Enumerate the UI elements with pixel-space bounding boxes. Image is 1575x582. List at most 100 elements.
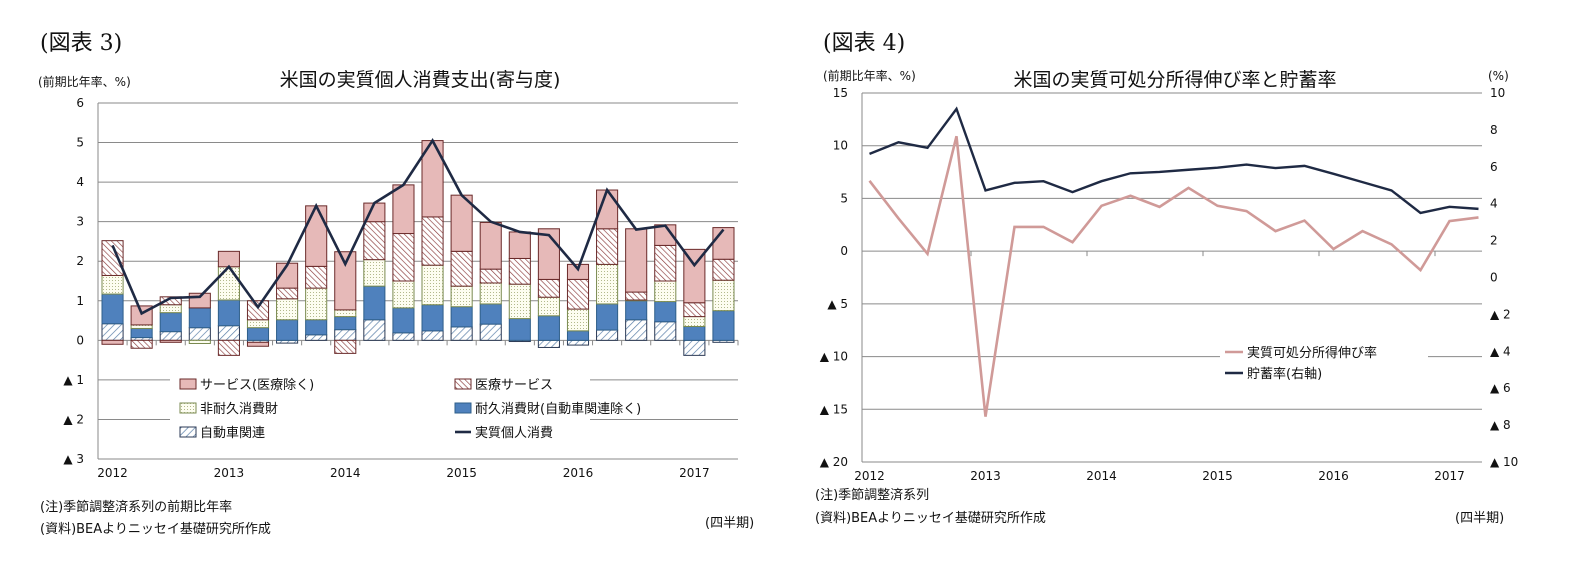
bar-segment	[363, 259, 386, 287]
legend-label: 貯蓄率(右軸)	[1247, 366, 1322, 382]
bar-segment	[130, 339, 153, 349]
bar-segment	[596, 263, 619, 305]
legend-label: 医療サービス	[475, 378, 553, 393]
bar-segment	[334, 329, 357, 341]
y-tick-label: ▲ 5	[827, 297, 848, 311]
bar-segment	[537, 339, 560, 348]
bar-segment	[683, 339, 706, 356]
bar-segment	[450, 326, 473, 341]
y-tick-label: ▲ 3	[63, 452, 84, 466]
bar-segment	[566, 263, 590, 280]
bar-segment	[305, 287, 328, 321]
bar-segment	[188, 339, 211, 344]
bar-segment	[421, 304, 444, 332]
y-tick-label: 10	[833, 139, 848, 153]
legend-swatch	[179, 402, 197, 414]
bar-segment	[305, 265, 328, 289]
y-tick-label: 0	[840, 244, 848, 258]
y-tick-label: 0	[76, 333, 84, 347]
bar-segment	[450, 285, 473, 308]
bar-segment	[276, 298, 299, 321]
bar-segment	[712, 279, 735, 312]
bar-segment	[712, 310, 735, 341]
bar-segment	[246, 327, 270, 341]
chart1-source: (資料)BEAよりニッセイ基礎研究所作成	[40, 522, 271, 537]
bar-segment	[683, 302, 706, 318]
legend-swatch	[179, 426, 197, 438]
chart2-source: (資料)BEAよりニッセイ基礎研究所作成	[815, 511, 1046, 526]
y2-tick-label: 8	[1490, 123, 1498, 137]
legend-bg	[1220, 346, 1428, 366]
bar-segment	[596, 228, 619, 265]
bar-segment	[188, 327, 211, 341]
y-tick-label: 2	[76, 254, 84, 268]
bar-segment	[334, 309, 357, 318]
chart1-note: (注)季節調整済系列の前期比年率	[40, 499, 232, 515]
bar-segment	[305, 205, 328, 267]
bar-segment	[625, 319, 648, 341]
bar-segment	[537, 315, 560, 341]
bar-segment	[625, 300, 648, 321]
bar-segment	[130, 324, 153, 329]
y2-tick-label: ▲ 6	[1490, 381, 1511, 395]
bar-segment	[392, 233, 415, 282]
bar-segment	[363, 319, 386, 341]
bar-segment	[537, 296, 560, 317]
x-year-label: 2015	[1202, 469, 1233, 483]
bar-segment	[101, 293, 124, 325]
bar-segment	[508, 257, 531, 285]
bar-segment	[654, 280, 677, 303]
bar-segment	[566, 278, 590, 310]
figure-label-3: (図表 3)	[40, 31, 122, 56]
bar-segment	[130, 327, 153, 339]
bar-segment	[334, 339, 357, 354]
bar-segment	[508, 283, 531, 320]
y-tick-label: 6	[76, 96, 84, 110]
bar-segment	[479, 268, 502, 284]
y-tick-label: ▲ 2	[63, 412, 84, 426]
bar-segment	[363, 285, 386, 321]
y2-tick-label: ▲ 2	[1490, 307, 1511, 321]
bar-segment	[479, 282, 502, 305]
y-tick-label: ▲ 10	[820, 350, 848, 364]
bar-segment	[101, 339, 124, 345]
bar-segment	[712, 258, 735, 281]
bar-segment	[392, 184, 415, 235]
bar-segment	[159, 312, 182, 333]
bar-segment	[508, 231, 531, 259]
bar-segment	[625, 228, 648, 293]
chart2-plot: 15 10 5 0 ▲ 5 ▲ 10 ▲ 15 ▲ 20 10 8 6 4 2 0 ▲ 2 ▲ 4 ▲ 6 ▲ 8…	[820, 86, 1519, 483]
bar-segment	[421, 216, 444, 266]
legend-box	[170, 375, 590, 447]
chart1-xlabel: (四半期)	[705, 516, 754, 531]
bar-segment	[450, 250, 473, 287]
chart1-ylabel: (前期比年率、%)	[38, 74, 131, 89]
bar-segment	[654, 301, 677, 323]
y2-tick-label: 6	[1490, 160, 1498, 174]
legend-swatch	[179, 378, 197, 390]
figure-label-4: (図表 4)	[823, 31, 905, 56]
legend-label: 耐久消費財(自動車関連除く)	[475, 402, 641, 417]
line-real-consumption	[111, 138, 725, 316]
legend-label: 実質可処分所得伸び率	[1247, 345, 1377, 361]
bar-segment	[363, 221, 386, 261]
chart2-xlabel: (四半期)	[1455, 511, 1504, 526]
x-year-label: 2012	[97, 466, 128, 480]
y-tick-label: 5	[840, 191, 848, 205]
bar-segment	[276, 319, 299, 341]
legend-label: 実質個人消費	[475, 425, 553, 441]
x-year-label: 2017	[1434, 469, 1465, 483]
bar-segment	[421, 264, 444, 306]
x-year-label: 2013	[214, 466, 245, 480]
bar-segment	[217, 325, 240, 341]
bar-segment	[217, 339, 240, 356]
bar-segment	[334, 251, 357, 311]
x-year-label: 2012	[854, 469, 885, 483]
bar-segment	[596, 303, 619, 331]
y-tick-label: ▲ 20	[820, 455, 848, 469]
y2-tick-label: ▲ 8	[1490, 418, 1511, 432]
legend-label: サービス(医療除く)	[200, 378, 314, 393]
bar-segment	[276, 287, 299, 300]
bar-segment	[654, 321, 677, 341]
